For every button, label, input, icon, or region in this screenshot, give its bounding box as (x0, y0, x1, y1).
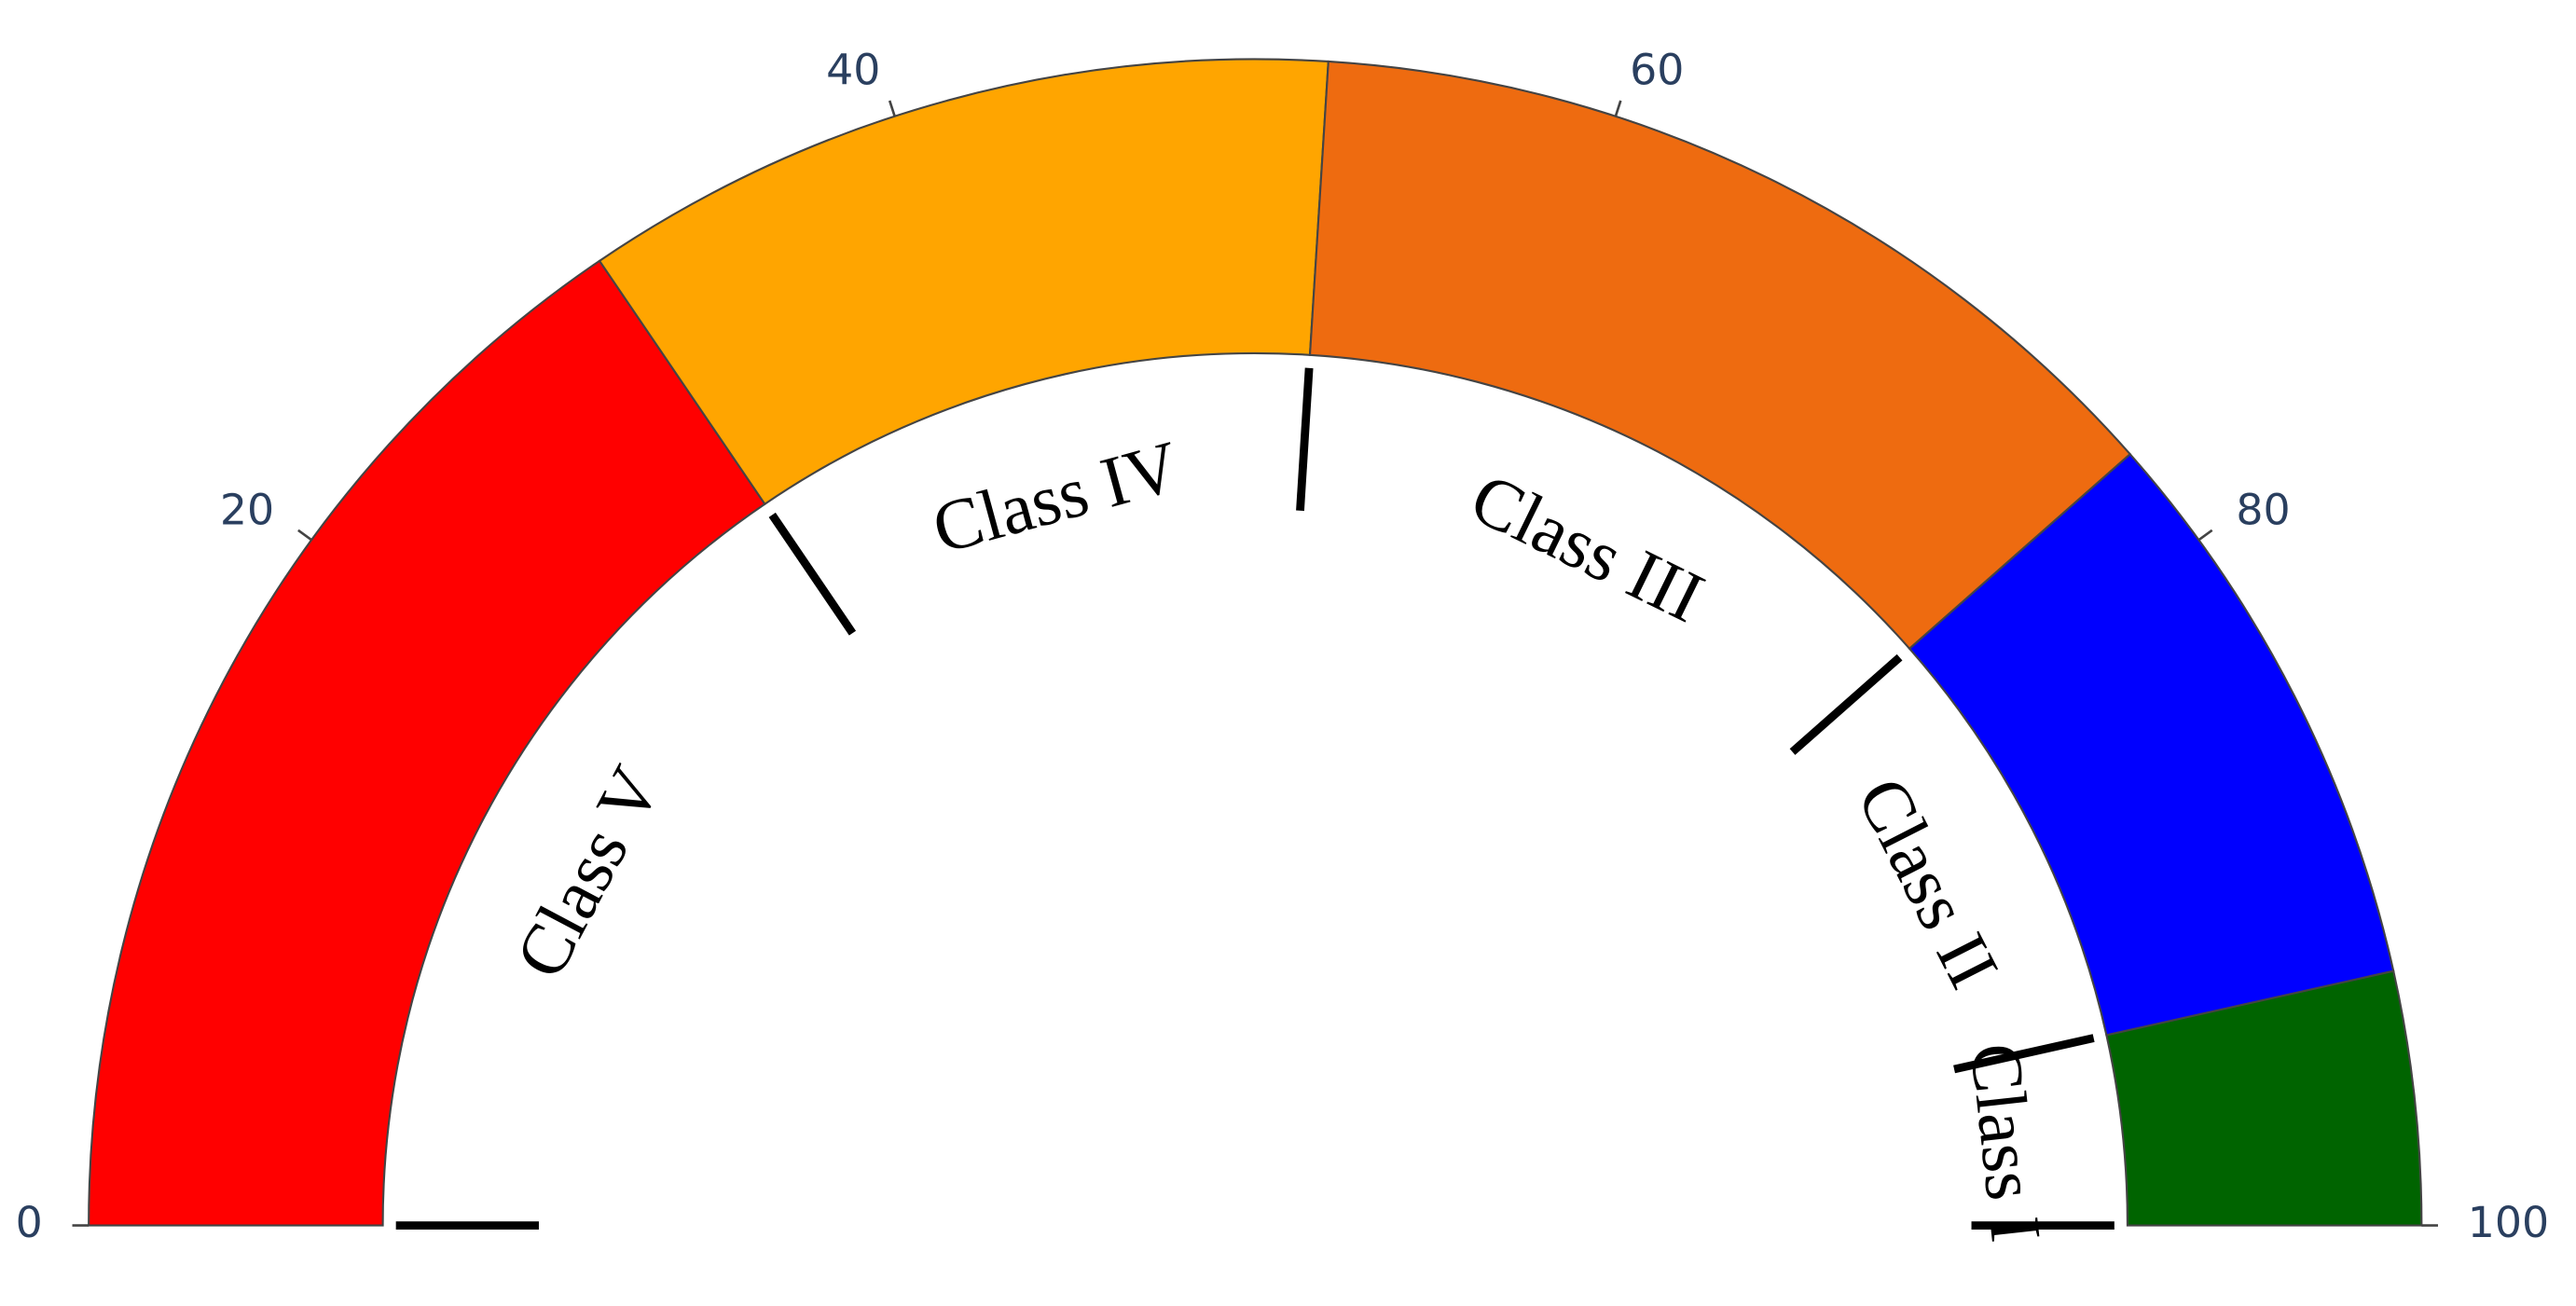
class-label: Class II (1841, 765, 2014, 1000)
gauge-band (2105, 969, 2423, 1227)
class-separator (1296, 367, 1314, 512)
axis-tick (297, 529, 312, 542)
class-label: Class V (500, 754, 676, 991)
class-label: Class I (1955, 1039, 2057, 1245)
tick-label: 20 (220, 485, 274, 535)
gauge-band (1308, 60, 2132, 651)
class-label: Class III (1459, 457, 1716, 638)
class-separator (768, 512, 857, 636)
class-separator (1953, 1034, 2095, 1074)
axis-tick (888, 100, 896, 117)
tick-label: 80 (2236, 485, 2290, 535)
gauge-band (88, 259, 766, 1227)
tick-label: 0 (16, 1197, 43, 1247)
tick-label: 100 (2468, 1197, 2549, 1247)
class-label: Class IV (924, 425, 1187, 569)
axis-tick (2197, 529, 2213, 542)
class-separator (1789, 653, 1903, 755)
axis-tick (1614, 100, 1622, 117)
tick-label: 40 (826, 44, 880, 94)
tick-label: 60 (1630, 44, 1684, 94)
